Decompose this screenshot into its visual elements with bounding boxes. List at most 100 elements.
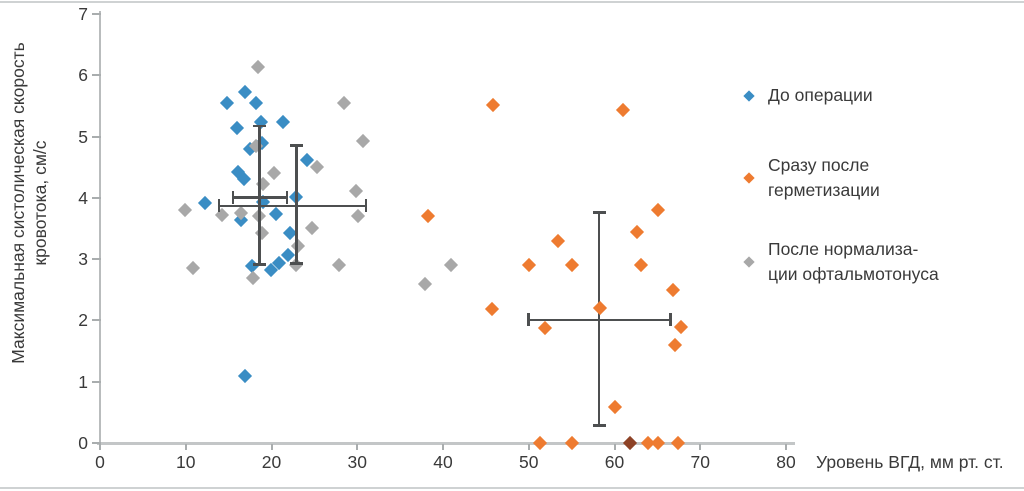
x-axis-tick bbox=[356, 443, 359, 450]
y-tick-label: 5 bbox=[78, 126, 88, 147]
data-point-post-seal bbox=[537, 320, 553, 335]
data-point-post-seal bbox=[607, 400, 622, 415]
data-point-normalized bbox=[177, 203, 192, 218]
legend-label-line: После нормализа- bbox=[768, 239, 919, 259]
x-tick-label: 30 bbox=[347, 452, 367, 472]
data-point-normalized bbox=[443, 258, 458, 273]
error-bar-vertical bbox=[295, 145, 298, 264]
data-point-post-seal bbox=[485, 98, 500, 113]
data-point-post-seal bbox=[532, 435, 547, 451]
y-axis-tick bbox=[91, 135, 101, 138]
pre-op-legend-marker-icon bbox=[743, 89, 755, 102]
legend-item-post-seal: Сразу после герметизации bbox=[740, 153, 880, 203]
data-point-normalized bbox=[246, 270, 261, 285]
x-axis-tick bbox=[613, 443, 616, 450]
data-point-normalized bbox=[214, 207, 229, 223]
error-bar-cap-top bbox=[592, 211, 606, 214]
y-axis-tick bbox=[91, 319, 101, 322]
y-tick-label: 6 bbox=[78, 65, 88, 86]
legend-label-line: ции офтальмотонуса bbox=[768, 264, 939, 284]
data-point-normalized bbox=[254, 225, 270, 240]
y-tick-label: 0 bbox=[78, 433, 88, 453]
x-tick-label: 70 bbox=[690, 452, 710, 472]
error-bar-vertical bbox=[597, 212, 601, 426]
x-tick-label: 10 bbox=[176, 452, 196, 472]
legend-item-label: Сразу после герметизации bbox=[768, 153, 880, 203]
error-bar-cap-left bbox=[527, 313, 531, 327]
y-axis-tick bbox=[91, 380, 101, 383]
legend-label-line: До операции bbox=[768, 85, 873, 105]
legend-label-line: Сразу после bbox=[768, 155, 870, 175]
x-tick-label: 50 bbox=[519, 452, 539, 472]
error-bar-cap-bottom bbox=[592, 423, 606, 427]
x-tick-label: 0 bbox=[95, 452, 105, 472]
data-point-post-seal bbox=[651, 435, 666, 451]
x-axis-tick bbox=[270, 443, 273, 450]
data-point-post-seal bbox=[629, 225, 644, 240]
legend-marker-box bbox=[740, 253, 758, 271]
data-point-normalized bbox=[185, 260, 200, 275]
data-point-post-seal bbox=[651, 202, 666, 217]
data-point-post-seal bbox=[670, 435, 686, 451]
figure-top-rule bbox=[0, 1, 1024, 3]
data-point-normalized bbox=[266, 166, 282, 181]
x-tick-label: 80 bbox=[776, 452, 796, 472]
error-bar-cap-right bbox=[668, 313, 672, 327]
data-point-normalized bbox=[291, 238, 306, 253]
y-axis-title: Максимальная систолическая скорость кров… bbox=[7, 3, 51, 403]
data-point-post-seal bbox=[521, 258, 536, 273]
x-axis-tick bbox=[442, 443, 444, 450]
error-bar-cap-left bbox=[231, 190, 235, 204]
data-point-pre-op bbox=[248, 95, 264, 110]
data-point-post-seal bbox=[673, 319, 688, 334]
y-axis-tick bbox=[91, 13, 101, 15]
data-point-normalized bbox=[351, 209, 366, 224]
x-axis-tick bbox=[99, 443, 101, 450]
data-point-pre-op bbox=[197, 195, 212, 210]
legend-item-pre-op: До операции bbox=[740, 83, 873, 108]
error-bar-horizontal bbox=[219, 204, 366, 208]
data-point-post-seal bbox=[550, 233, 565, 248]
y-axis-tick bbox=[91, 74, 101, 77]
data-point-post-seal bbox=[484, 301, 499, 316]
data-point-pre-op bbox=[275, 114, 290, 129]
y-tick-label: 4 bbox=[78, 187, 88, 208]
data-point-post-seal bbox=[565, 435, 580, 451]
x-axis-tick bbox=[184, 443, 187, 450]
data-point-normalized bbox=[337, 95, 352, 110]
data-point-normalized bbox=[332, 258, 347, 273]
legend-item-label: После нормализа-ции офтальмотонуса bbox=[768, 237, 939, 287]
legend-item-label: До операции bbox=[768, 83, 873, 108]
error-bar-cap-top bbox=[289, 144, 303, 148]
y-axis-tick bbox=[91, 196, 101, 199]
error-bar-vertical bbox=[258, 126, 261, 265]
data-point-pre-op bbox=[230, 120, 245, 136]
error-bar-cap-bottom bbox=[252, 263, 266, 266]
data-point-post-seal bbox=[665, 283, 680, 298]
data-point-pre-op bbox=[237, 84, 252, 99]
y-axis-tick bbox=[91, 442, 101, 444]
x-axis-title: Уровень ВГД, мм рт. ст. bbox=[816, 452, 1004, 472]
error-bar-cap-right bbox=[285, 190, 289, 204]
data-point-post-seal bbox=[420, 208, 435, 223]
y-axis-line bbox=[98, 11, 101, 445]
data-point-post-seal bbox=[615, 103, 631, 118]
y-tick-label: 2 bbox=[78, 310, 88, 331]
overlap-data-point bbox=[622, 435, 637, 451]
x-tick-label: 20 bbox=[261, 452, 282, 472]
data-point-pre-op bbox=[268, 207, 283, 222]
data-point-post-seal bbox=[592, 301, 607, 316]
data-point-pre-op bbox=[219, 95, 234, 110]
x-axis-tick bbox=[785, 443, 787, 450]
legend-item-normalized: После нормализа-ции офтальмотонуса bbox=[740, 237, 939, 287]
post-seal-legend-marker-icon bbox=[743, 172, 755, 184]
data-point-post-seal bbox=[564, 258, 579, 273]
error-bar-cap-right bbox=[364, 199, 368, 213]
legend-marker-box bbox=[740, 87, 758, 105]
y-tick-label: 1 bbox=[78, 371, 88, 392]
x-axis-tick bbox=[699, 443, 702, 450]
x-axis-tick bbox=[527, 443, 530, 450]
y-axis-title-line-2: кровотока, см/с bbox=[30, 140, 50, 266]
data-point-normalized bbox=[349, 183, 364, 198]
